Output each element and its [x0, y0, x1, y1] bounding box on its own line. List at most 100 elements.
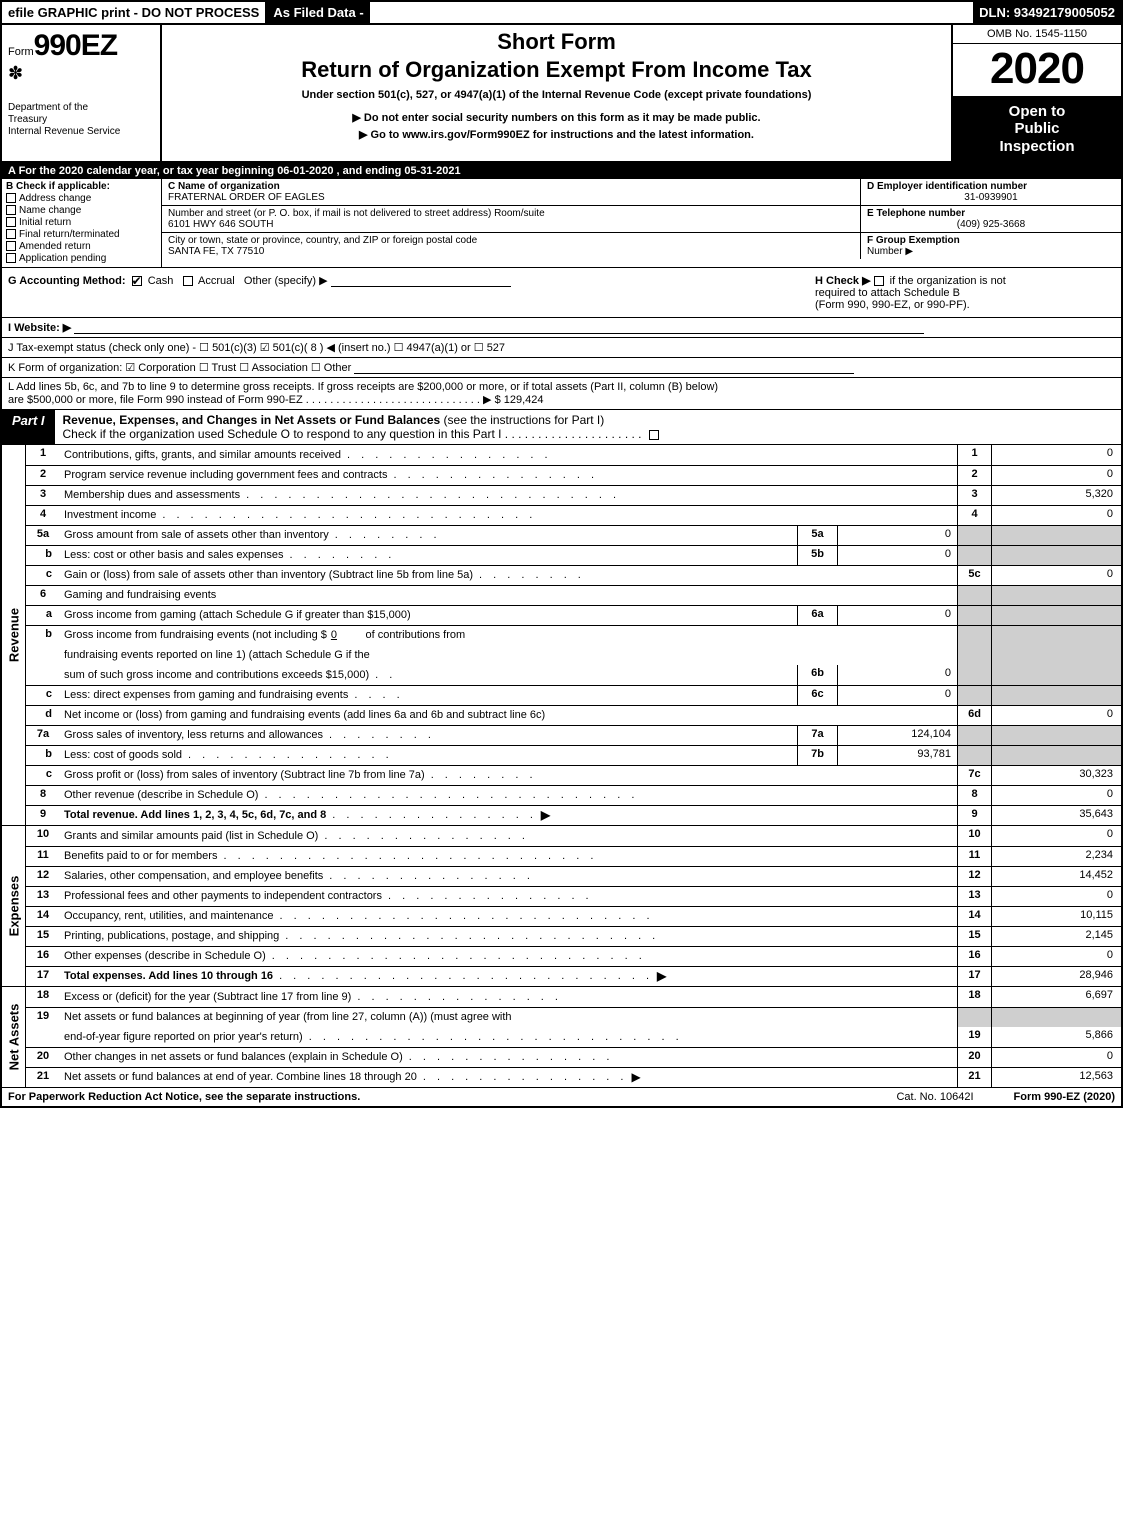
chk-label: Application pending	[19, 253, 106, 264]
dots: . . . . . . . . . . . . . . .	[188, 749, 393, 761]
netassets-vlabel-text: Net Assets	[6, 1003, 21, 1070]
other-org-field[interactable]	[354, 362, 854, 374]
mini-num: 5a	[797, 526, 837, 545]
dots: . . . . . . . . . . . . . . .	[409, 1051, 614, 1063]
shade-cell	[957, 626, 991, 645]
dots: . . . . . . . . . . . . . . .	[332, 809, 537, 821]
line-rnum: 2	[957, 466, 991, 485]
line-desc: Less: cost or other basis and sales expe…	[64, 549, 284, 561]
line-12: 12 Salaries, other compensation, and emp…	[26, 866, 1121, 886]
dots: . . . . . . . . . . . . . . . . . . . . …	[272, 950, 646, 962]
line-num: 21	[26, 1068, 60, 1087]
line-num: d	[26, 706, 60, 725]
expenses-vlabel: Expenses	[2, 826, 26, 986]
line-l-arrow: ▶	[483, 394, 491, 406]
website-field[interactable]	[74, 322, 924, 334]
line-k: K Form of organization: ☑ Corporation ☐ …	[2, 358, 1121, 378]
line-desc: Gross amount from sale of assets other t…	[64, 529, 329, 541]
line-desc: Less: cost of goods sold	[64, 749, 182, 761]
line-6d: d Net income or (loss) from gaming and f…	[26, 705, 1121, 725]
line-rnum: 16	[957, 947, 991, 966]
dots: . . . . . . . . . . . . . . .	[388, 890, 593, 902]
city-label: City or town, state or province, country…	[168, 235, 477, 246]
line-rval: 14,452	[991, 867, 1121, 886]
dots: . . . . . . . . . . . . . . . . . . . . …	[246, 489, 620, 501]
line-rval: 0	[991, 445, 1121, 465]
chk-cash[interactable]	[132, 276, 142, 286]
chk-address-change[interactable]: Address change	[6, 193, 157, 204]
line-desc: Gross profit or (loss) from sales of inv…	[64, 769, 425, 781]
line-desc: fundraising events reported on line 1) (…	[64, 649, 370, 661]
shade-cell	[957, 665, 991, 685]
line-7b: b Less: cost of goods sold. . . . . . . …	[26, 745, 1121, 765]
dots: . . . . . . . . . . . . . . . . . . . . …	[280, 910, 654, 922]
line-15: 15 Printing, publications, postage, and …	[26, 926, 1121, 946]
chk-final-return[interactable]: Final return/terminated	[6, 229, 157, 240]
shade-cell	[957, 606, 991, 625]
chk-schedule-o-part1[interactable]	[649, 430, 659, 440]
line-rval: 0	[991, 887, 1121, 906]
ein-cell: D Employer identification number 31-0939…	[861, 179, 1121, 206]
line-h-text3: required to attach Schedule B	[815, 287, 960, 299]
shade-cell	[957, 746, 991, 765]
line-desc: Gross sales of inventory, less returns a…	[64, 729, 323, 741]
line-1: 1 Contributions, gifts, grants, and simi…	[26, 445, 1121, 465]
goto-line: ▶ Go to www.irs.gov/Form990EZ for instru…	[168, 128, 945, 141]
revenue-lines: 1 Contributions, gifts, grants, and simi…	[26, 445, 1121, 825]
line-rval: 6,697	[991, 987, 1121, 1007]
dots: . . . . . . . . . . . . . . . . . . . . …	[309, 1031, 683, 1043]
dots: . . . . . . . .	[431, 769, 537, 781]
chk-label: Final return/terminated	[19, 229, 120, 240]
street-cell: Number and street (or P. O. box, if mail…	[162, 206, 860, 233]
dots: . . . . . . . . . . . . . . .	[324, 830, 529, 842]
part-1-title: Revenue, Expenses, and Changes in Net As…	[55, 410, 1121, 444]
line-rval: 12,563	[991, 1068, 1121, 1087]
line-desc: Other expenses (describe in Schedule O)	[64, 950, 266, 962]
shade-cell	[957, 686, 991, 705]
mini-num: 7b	[797, 746, 837, 765]
revenue-vlabel-text: Revenue	[6, 608, 21, 662]
line-num: b	[26, 626, 60, 645]
line-rval: 0	[991, 947, 1121, 966]
line-num: 5a	[26, 526, 60, 545]
line-num: 16	[26, 947, 60, 966]
line-desc: Salaries, other compensation, and employ…	[64, 870, 323, 882]
line-5a: 5a Gross amount from sale of assets othe…	[26, 525, 1121, 545]
chk-schedule-b[interactable]	[874, 276, 884, 286]
chk-accrual[interactable]	[183, 276, 193, 286]
line-l-text-b: are $500,000 or more, file Form 990 inst…	[8, 394, 303, 406]
line-18: 18 Excess or (deficit) for the year (Sub…	[26, 987, 1121, 1007]
shade-cell	[991, 586, 1121, 605]
chk-name-change[interactable]: Name change	[6, 205, 157, 216]
info-block: B Check if applicable: Address change Na…	[2, 179, 1121, 268]
line-rnum: 10	[957, 826, 991, 846]
chk-initial-return[interactable]: Initial return	[6, 217, 157, 228]
other-specify-field[interactable]	[331, 275, 511, 287]
line-7c: c Gross profit or (loss) from sales of i…	[26, 765, 1121, 785]
city-cell: City or town, state or province, country…	[162, 233, 860, 259]
chk-application-pending[interactable]: Application pending	[6, 253, 157, 264]
goto-text[interactable]: ▶ Go to www.irs.gov/Form990EZ for instru…	[359, 129, 754, 141]
line-num: 11	[26, 847, 60, 866]
line-rnum: 21	[957, 1068, 991, 1087]
mini-num: 5b	[797, 546, 837, 565]
line-l: L Add lines 5b, 6c, and 7b to line 9 to …	[2, 378, 1121, 409]
header-left: Form990EZ ✽ Department of the Treasury I…	[2, 25, 162, 161]
chk-amended-return[interactable]: Amended return	[6, 241, 157, 252]
line-num: 19	[26, 1008, 60, 1027]
line-rval: 0	[991, 1048, 1121, 1067]
under-section: Under section 501(c), 527, or 4947(a)(1)…	[168, 89, 945, 101]
revenue-vlabel: Revenue	[2, 445, 26, 825]
line-13: 13 Professional fees and other payments …	[26, 886, 1121, 906]
name-address-block: C Name of organization FRATERNAL ORDER O…	[162, 179, 861, 259]
shade-cell	[957, 726, 991, 745]
part-1-subline-dots: . . . . . . . . . . . . . . . . . . . . …	[505, 427, 642, 441]
line-desc: Benefits paid to or for members	[64, 850, 217, 862]
line-num: 4	[26, 506, 60, 525]
line-a: A For the 2020 calendar year, or tax yea…	[2, 163, 1121, 179]
line-rnum: 12	[957, 867, 991, 886]
line-desc: Other revenue (describe in Schedule O)	[64, 789, 258, 801]
dots: . . . . . . . . . . . . . . . . . . . . …	[279, 970, 653, 982]
line-21: 21 Net assets or fund balances at end of…	[26, 1067, 1121, 1087]
page-footer: For Paperwork Reduction Act Notice, see …	[2, 1087, 1121, 1106]
